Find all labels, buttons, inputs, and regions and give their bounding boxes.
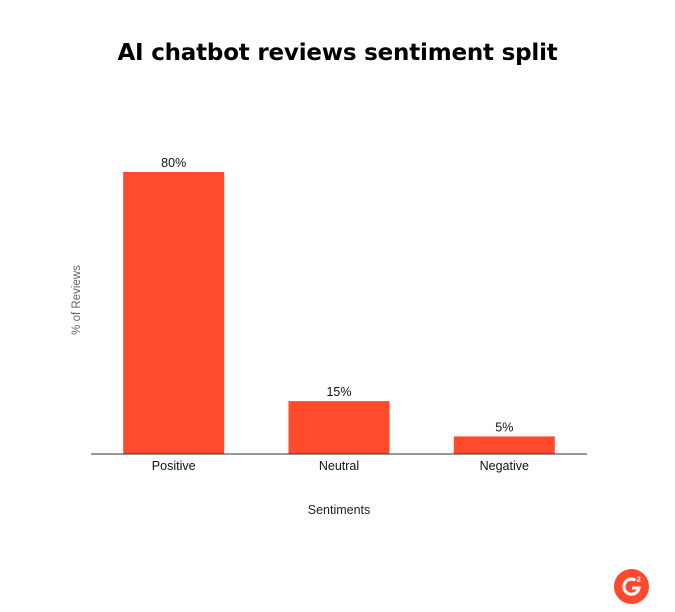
data-label-positive: 80% xyxy=(161,156,186,170)
chart-title: AI chatbot reviews sentiment split xyxy=(117,40,558,66)
category-labels-group: Positive Neutral Negative xyxy=(152,459,529,473)
svg-text:2: 2 xyxy=(637,575,641,584)
bar-neutral xyxy=(288,401,390,454)
g2-logo-icon: 2 xyxy=(614,569,649,604)
data-label-neutral: 15% xyxy=(326,385,351,399)
y-axis-title: % of Reviews xyxy=(71,265,83,335)
data-labels-group: 80% 15% 5% xyxy=(161,156,513,434)
bar-negative xyxy=(453,436,555,454)
category-label-positive: Positive xyxy=(152,459,196,473)
bar-positive xyxy=(123,172,225,454)
data-label-negative: 5% xyxy=(495,420,513,434)
category-label-negative: Negative xyxy=(480,459,529,473)
bars-group xyxy=(123,172,555,454)
category-label-neutral: Neutral xyxy=(319,459,359,473)
x-axis-title: Sentiments xyxy=(308,503,371,517)
